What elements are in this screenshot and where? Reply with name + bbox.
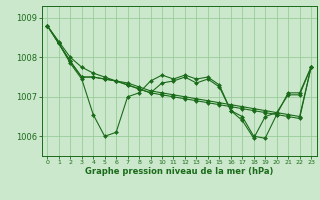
- X-axis label: Graphe pression niveau de la mer (hPa): Graphe pression niveau de la mer (hPa): [85, 167, 273, 176]
